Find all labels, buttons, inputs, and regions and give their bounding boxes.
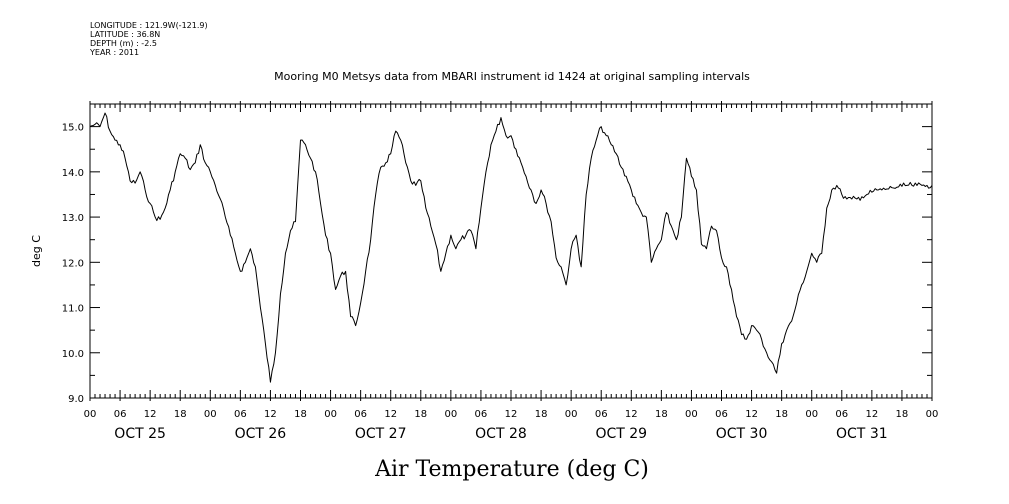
- x-day-label: OCT 26: [235, 426, 287, 442]
- depth-text: DEPTH (m) : -2.5: [90, 39, 157, 48]
- x-day-label: OCT 27: [355, 426, 407, 442]
- y-tick-label: 15.0: [62, 123, 84, 134]
- x-day-label: OCT 30: [716, 426, 768, 442]
- x-tick-label: 06: [715, 409, 728, 420]
- x-tick-label: 12: [384, 409, 397, 420]
- x-tick-label: 12: [144, 409, 157, 420]
- metadata-block: LONGITUDE : 121.9W(-121.9) LATITUDE : 36…: [90, 21, 208, 57]
- x-tick-label: 18: [775, 409, 788, 420]
- x-tick-label: 12: [505, 409, 518, 420]
- x-tick-label: 12: [865, 409, 878, 420]
- x-tick-label: 18: [535, 409, 548, 420]
- y-tick-label: 11.0: [62, 304, 84, 315]
- y-axis-label: deg C: [30, 235, 43, 267]
- x-tick-label: 12: [264, 409, 277, 420]
- x-axis: 00 06 12 18 00 06 12 18 00 06 12 18 00 06 12 18 00 06 12 18…: [84, 101, 939, 442]
- x-tick-label: 00: [805, 409, 818, 420]
- series-layer: [89, 112, 933, 383]
- x-tick-label: 18: [896, 409, 909, 420]
- x-day-label: OCT 31: [836, 426, 888, 442]
- y-tick-label: 9.0: [68, 394, 84, 405]
- chart-title: Mooring M0 Metsys data from MBARI instru…: [274, 70, 750, 83]
- x-tick-label: 00: [84, 409, 97, 420]
- plot-frame: [89, 103, 933, 399]
- x-day-label: OCT 28: [475, 426, 527, 442]
- y-tick-label: 12.0: [62, 258, 84, 269]
- x-axis-label: Air Temperature (deg C): [374, 457, 649, 482]
- y-tick-label: 14.0: [62, 168, 84, 179]
- year-text: YEAR : 2011: [90, 48, 140, 57]
- y-tick-label: 13.0: [62, 213, 84, 224]
- x-tick-label: 18: [294, 409, 307, 420]
- x-tick-label: 06: [595, 409, 608, 420]
- x-tick-label: 00: [204, 409, 217, 420]
- x-tick-label: 06: [475, 409, 488, 420]
- latitude-text: LATITUDE : 36.8N: [90, 30, 161, 39]
- x-tick-label: 18: [655, 409, 668, 420]
- longitude-text: LONGITUDE : 121.9W(-121.9): [90, 21, 208, 30]
- x-tick-label: 00: [926, 409, 939, 420]
- x-tick-label: 18: [414, 409, 427, 420]
- x-tick-label: 00: [324, 409, 337, 420]
- y-axis: 9.0 10.0 11.0 12.0 13.0 14.0 15.0: [62, 103, 932, 405]
- x-tick-label: 06: [234, 409, 247, 420]
- x-tick-label: 06: [835, 409, 848, 420]
- x-tick-label: 00: [444, 409, 457, 420]
- x-tick-label: 06: [114, 409, 127, 420]
- x-tick-label: 06: [354, 409, 367, 420]
- x-tick-label: 18: [174, 409, 187, 420]
- series-line: [89, 112, 933, 383]
- x-tick-label: 12: [625, 409, 638, 420]
- y-tick-label: 10.0: [62, 349, 84, 360]
- x-day-label: OCT 25: [114, 426, 166, 442]
- x-tick-label: 00: [565, 409, 578, 420]
- x-day-label: OCT 29: [595, 426, 647, 442]
- x-tick-label: 00: [685, 409, 698, 420]
- x-tick-label: 12: [745, 409, 758, 420]
